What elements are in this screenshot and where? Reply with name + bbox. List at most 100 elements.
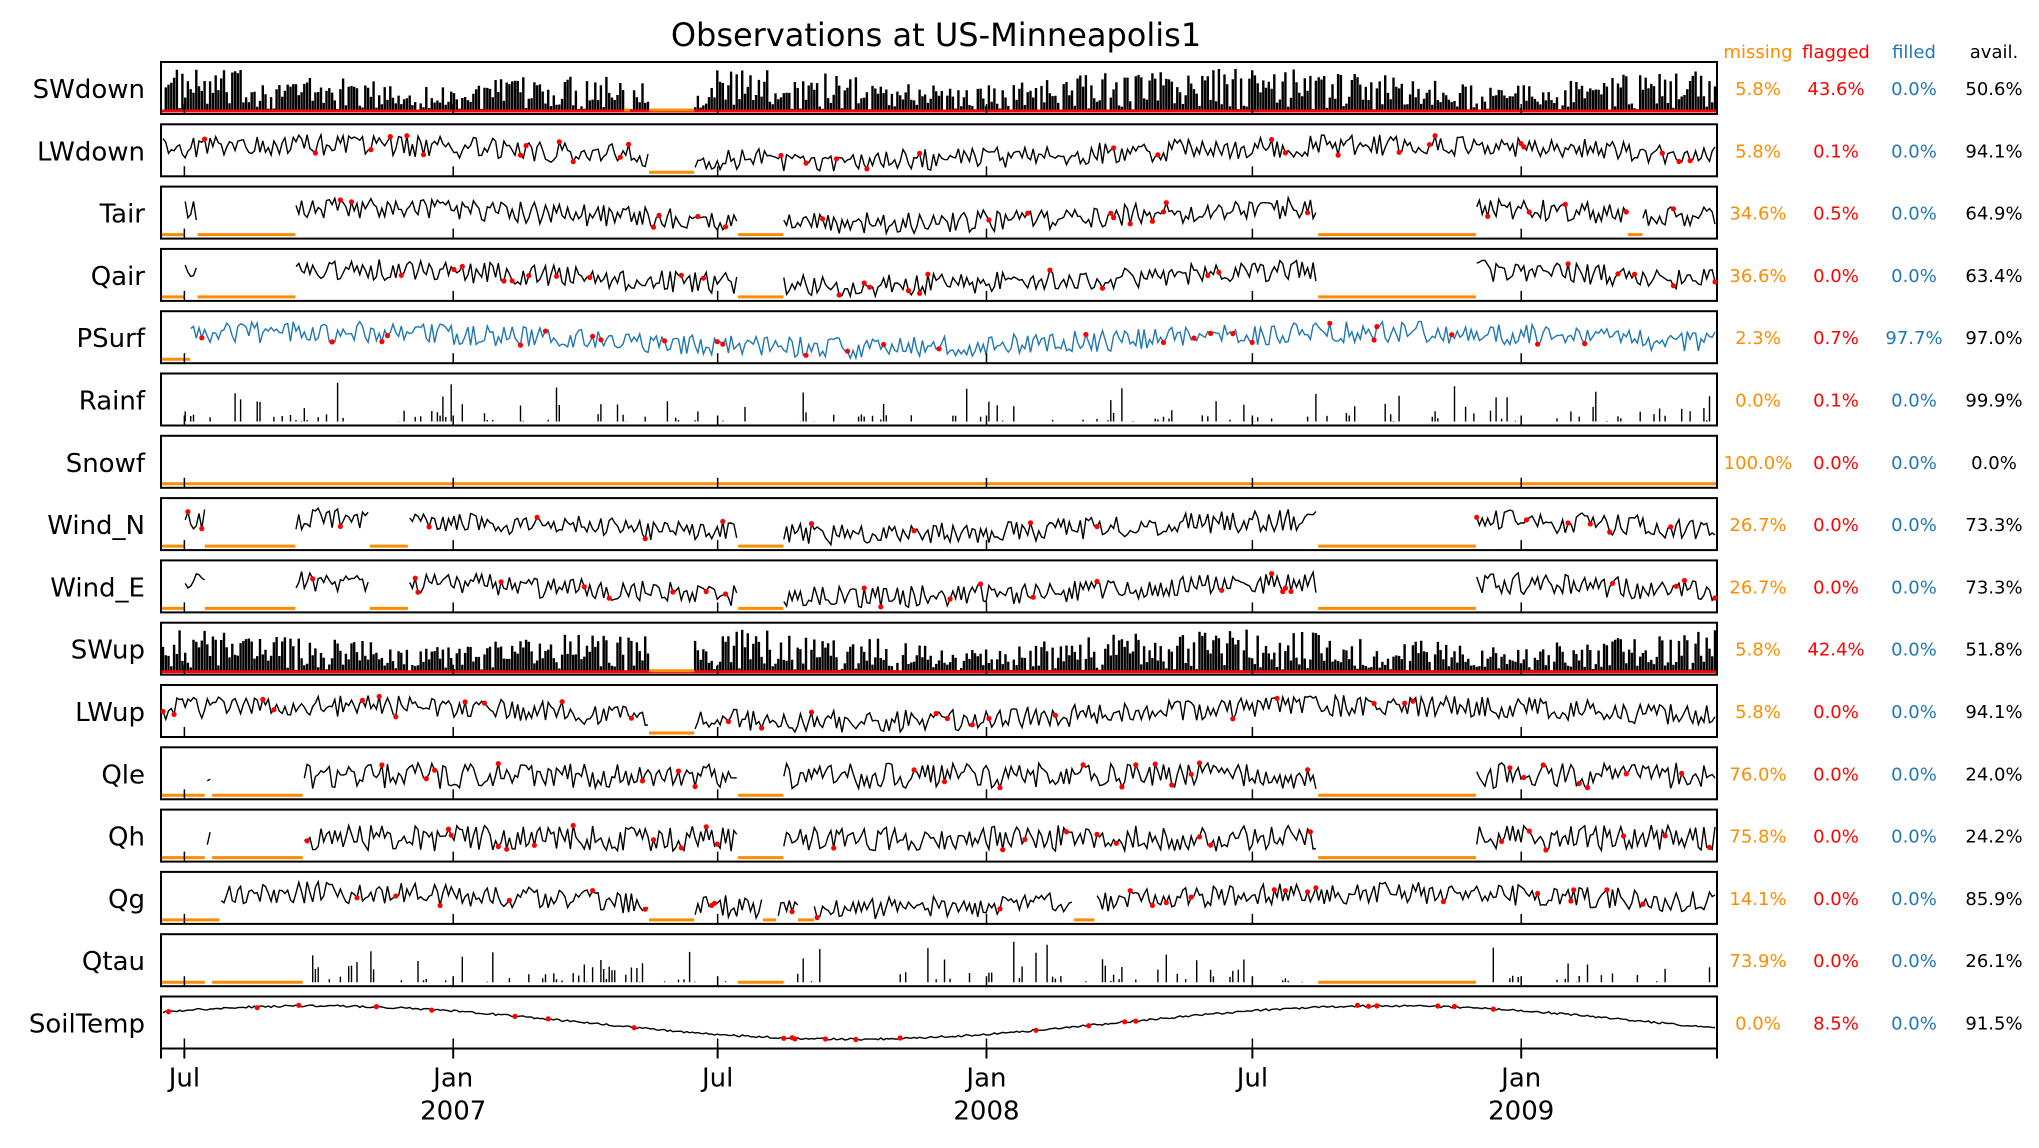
stat-missing: 0.0% <box>1735 1014 1781 1035</box>
flagged-point <box>376 693 382 700</box>
flagged-point <box>415 589 421 595</box>
flagged-point <box>481 700 488 706</box>
flagged-point <box>1565 261 1571 267</box>
stat-missing: 100.0% <box>1724 453 1793 474</box>
stat-filled: 0.0% <box>1891 391 1937 412</box>
series-trace <box>206 823 1716 854</box>
flagged-point <box>387 134 393 140</box>
flagged-point <box>1196 834 1203 840</box>
flagged-point <box>1288 588 1294 595</box>
flagged-point <box>1208 842 1214 848</box>
panel-tair: Tair 34.6% 0.5% 0.0% 64.9% <box>99 185 2023 240</box>
flagged-point <box>703 824 709 830</box>
chart-title: Observations at US-Minneapolis1 <box>671 16 1201 54</box>
series-label: Tair <box>99 200 146 230</box>
panel-frame <box>160 995 1718 1050</box>
panel-frame <box>160 310 1718 365</box>
stat-filled: 97.7% <box>1885 328 1942 349</box>
flagged-point <box>1607 529 1613 535</box>
flagged-point <box>545 1016 551 1022</box>
stat-missing: 0.0% <box>1735 391 1781 412</box>
flagged-point <box>1169 782 1175 788</box>
stat-avail: 85.9% <box>1965 889 2022 910</box>
flagged-point <box>911 528 917 534</box>
flagged-point <box>1659 150 1665 156</box>
flagged-point <box>598 337 604 343</box>
flagged-point <box>678 845 684 851</box>
flagged-point <box>171 711 177 718</box>
series-trace <box>184 258 1716 299</box>
stat-missing: 26.7% <box>1729 577 1786 598</box>
flagged-point <box>310 576 316 582</box>
flagged-point <box>947 596 953 602</box>
flagged-point <box>1335 152 1341 158</box>
flagged-point <box>1374 324 1380 330</box>
panel-qair: Qair 36.6% 0.0% 0.0% 63.4% <box>91 247 2023 302</box>
flagged-point <box>789 909 795 915</box>
x-tick-label: Jul <box>167 1064 200 1094</box>
flagged-point <box>304 838 310 844</box>
flagged-point <box>254 1005 260 1011</box>
flagged-point <box>432 767 438 773</box>
x-tick-label: Jan <box>431 1064 473 1094</box>
flagged-point <box>1188 771 1194 777</box>
flagged-point <box>714 339 720 345</box>
panel-frame <box>160 559 1718 614</box>
flagged-point <box>792 1036 798 1042</box>
flagged-point <box>703 588 709 595</box>
flagged-point <box>1402 700 1408 706</box>
stat-missing: 76.0% <box>1729 764 1786 785</box>
series-trace <box>190 319 1716 361</box>
stat-avail: 73.3% <box>1965 515 2022 536</box>
flagged-point <box>373 1004 379 1010</box>
flagged-point <box>1535 341 1541 347</box>
flagged-point <box>451 266 457 273</box>
flagged-point <box>1632 271 1638 277</box>
x-year-label: 2008 <box>953 1097 1019 1127</box>
flagged-point <box>867 284 873 290</box>
flagged-point <box>462 699 468 705</box>
flagged-point <box>384 333 391 339</box>
stat-flagged: 0.0% <box>1813 702 1859 723</box>
stat-missing: 73.9% <box>1729 951 1786 972</box>
flagged-point <box>1307 829 1313 835</box>
flagged-point <box>354 895 360 901</box>
flagged-point <box>1094 578 1100 585</box>
stat-flagged: 0.7% <box>1813 328 1859 349</box>
series-label: Qair <box>91 262 146 292</box>
flagged-point <box>1052 712 1058 719</box>
stat-avail: 63.4% <box>1965 266 2022 287</box>
flagged-point <box>820 216 826 222</box>
flagged-point <box>1615 271 1621 277</box>
stat-filled: 0.0% <box>1891 453 1937 474</box>
flagged-point <box>1113 840 1119 846</box>
flagged-point <box>808 521 815 527</box>
flagged-point <box>1230 331 1236 337</box>
flagged-point <box>512 1013 518 1020</box>
series-label: Rainf <box>79 387 146 417</box>
flagged-point <box>778 152 784 159</box>
flagged-point <box>1620 833 1627 839</box>
flagged-point <box>1623 771 1629 777</box>
flagged-point <box>642 536 648 542</box>
stat-filled: 0.0% <box>1891 764 1937 785</box>
stat-flagged: 8.5% <box>1813 1014 1859 1035</box>
flagged-point <box>1282 888 1288 894</box>
flagged-point <box>542 328 549 334</box>
flagged-point <box>639 778 646 784</box>
series-trace <box>184 506 1716 547</box>
flagged-point <box>1371 700 1377 707</box>
flagged-point <box>1108 210 1114 216</box>
stat-flagged: 0.0% <box>1813 889 1859 910</box>
series-label: SWup <box>71 636 145 666</box>
panel-frame <box>160 185 1718 240</box>
flagged-point <box>941 779 948 785</box>
stat-avail: 99.9% <box>1965 391 2022 412</box>
flagged-point <box>437 902 443 909</box>
stat-avail: 24.2% <box>1965 827 2022 848</box>
flagged-point <box>656 212 662 218</box>
flagged-point <box>662 338 668 344</box>
flagged-point <box>720 341 726 347</box>
flagged-point <box>1163 200 1169 206</box>
flagged-point <box>337 523 343 530</box>
